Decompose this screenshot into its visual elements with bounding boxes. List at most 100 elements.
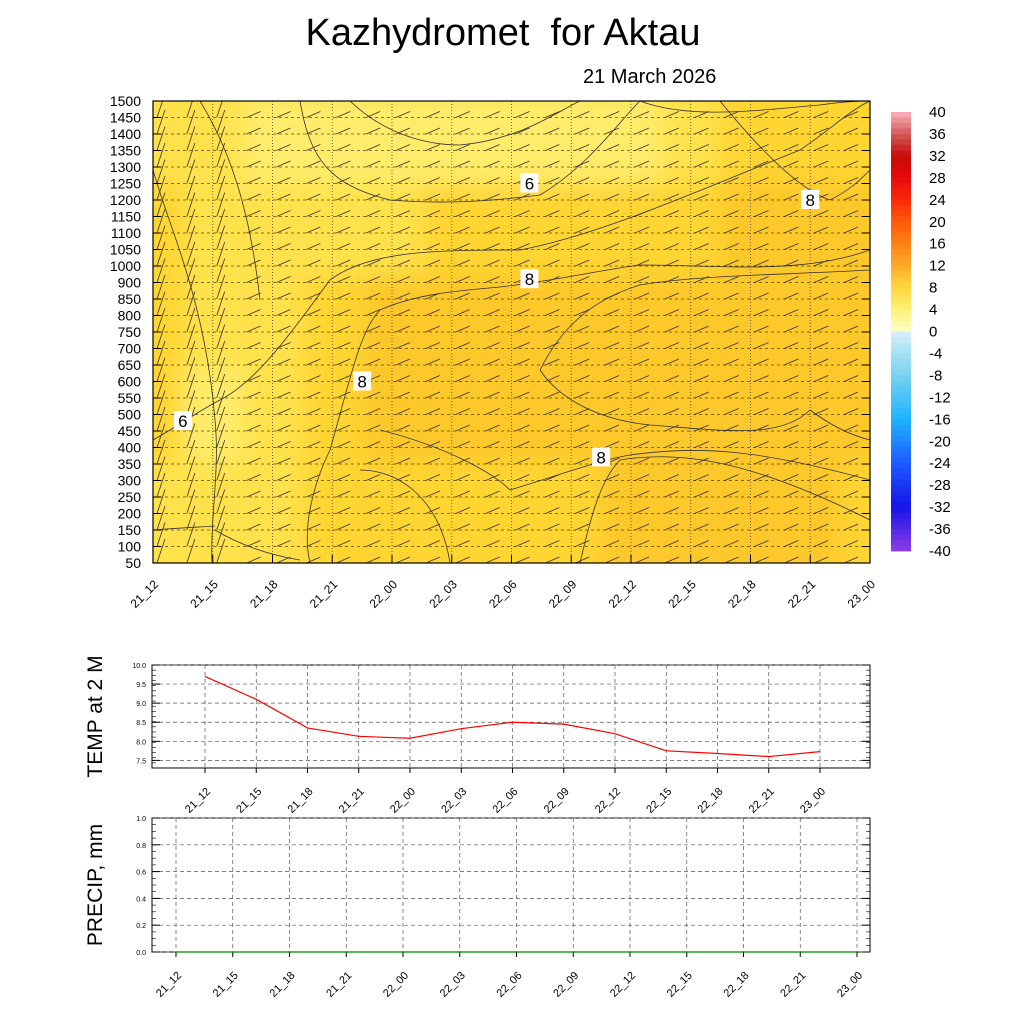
wind-barb	[843, 193, 859, 201]
wind-barb	[485, 193, 500, 201]
wind-barb	[216, 101, 218, 102]
wind-barb	[246, 101, 248, 102]
x-tick-label: 21_21	[337, 786, 367, 816]
wind-barb	[754, 424, 769, 432]
colorbar-segment	[891, 238, 911, 245]
wind-barb	[186, 208, 196, 234]
wind-barb	[724, 193, 739, 201]
wind-barb	[814, 441, 829, 448]
plot-fill-area	[153, 101, 888, 563]
colorbar-label: -36	[929, 521, 951, 538]
x-tick-label: 22_06	[491, 786, 521, 816]
x-tick-label: 22_00	[367, 577, 401, 611]
wind-barb	[604, 540, 620, 547]
wind-barb	[485, 358, 500, 366]
wind-barb	[545, 309, 560, 316]
wind-barb	[664, 160, 680, 168]
colorbar-segment	[891, 271, 911, 278]
wind-barb	[455, 292, 470, 300]
wind-barb	[575, 226, 590, 234]
wind-barb	[246, 226, 261, 234]
wind-barb	[634, 474, 650, 481]
wind-barb	[664, 210, 680, 217]
x-tick-label: 21_12	[183, 786, 213, 816]
wind-barb	[485, 325, 500, 333]
wind-barb	[216, 406, 226, 432]
wind-barb	[545, 408, 560, 415]
wind-barb	[784, 243, 799, 250]
colorbar-segment	[891, 249, 911, 256]
y-tick-label: 1300	[110, 159, 141, 175]
wind-barb	[843, 160, 859, 168]
colorbar-segment	[891, 490, 911, 497]
wind-barb	[843, 408, 859, 415]
wind-barb	[784, 226, 799, 234]
wind-barb	[336, 441, 351, 448]
wind-barb	[754, 144, 769, 151]
wind-barb	[814, 101, 816, 102]
wind-barb	[425, 111, 441, 118]
wind-barb	[575, 540, 590, 547]
wind-barb	[784, 540, 799, 547]
y-tick-label: 1100	[111, 225, 141, 241]
wind-barb	[843, 490, 859, 498]
wind-barb	[754, 111, 769, 118]
wind-barb	[545, 424, 560, 432]
wind-barb	[306, 441, 321, 448]
colorbar-label: -28	[929, 477, 951, 494]
colorbar-segment	[891, 358, 911, 365]
wind-barb	[276, 441, 291, 448]
wind-barb	[425, 210, 441, 217]
contour-label: 8	[596, 448, 605, 467]
wind-barb	[485, 160, 500, 168]
wind-barb	[515, 490, 530, 498]
wind-barb	[784, 292, 799, 300]
wind-barb	[814, 457, 829, 465]
wind-barb	[216, 291, 226, 316]
wind-barb	[545, 375, 560, 382]
temperature-plot: 10.0 9.5 9.0 8.5 8.0 7.5 21_12 21_15 21_18 21_21 2…	[84, 655, 871, 816]
colorbar-segment	[891, 188, 911, 195]
wind-barb	[843, 111, 859, 118]
wind-barb	[485, 292, 500, 300]
y-tick-label: 0.6	[136, 870, 146, 877]
wind-barb	[156, 225, 166, 250]
wind-barb	[515, 342, 530, 349]
wind-barb	[634, 408, 650, 415]
colorbar-segment	[891, 391, 911, 398]
wind-barb	[874, 161, 888, 167]
wind-barb	[515, 292, 530, 300]
wind-barb	[843, 309, 859, 316]
wind-barb	[664, 259, 680, 267]
wind-barb	[515, 441, 530, 448]
wind-barb	[754, 309, 769, 316]
y-tick-label: 0.8	[136, 843, 146, 850]
wind-barb	[425, 375, 441, 382]
wind-barb	[724, 474, 739, 481]
contour-line	[359, 469, 451, 563]
wind-barb	[306, 375, 321, 382]
wind-barb	[814, 127, 829, 135]
wind-barb	[664, 457, 680, 465]
wind-barb	[814, 309, 829, 316]
wind-barb	[784, 101, 786, 102]
y-tick-label: 1350	[110, 143, 141, 159]
wind-barb	[874, 227, 888, 233]
wind-barb	[784, 507, 799, 514]
wind-barb	[425, 490, 441, 498]
wind-barb	[575, 111, 590, 118]
wind-barb	[365, 259, 381, 267]
wind-barb	[604, 507, 620, 514]
wind-barb	[814, 111, 829, 118]
wind-barb	[395, 358, 411, 366]
wind-barb	[485, 210, 500, 217]
colorbar-segment	[891, 112, 911, 118]
wind-barb	[724, 556, 739, 563]
wind-barb	[485, 375, 500, 382]
wind-barb	[395, 177, 411, 184]
wind-barb	[634, 177, 650, 184]
field-cell	[780, 460, 843, 563]
wind-barb	[843, 358, 859, 366]
precipitation-plot: 1.0 0.8 0.6 0.4 0.2 0.0 21_12 21_15 21_18 21_21 22…	[84, 816, 871, 1000]
wind-barb	[575, 101, 577, 102]
